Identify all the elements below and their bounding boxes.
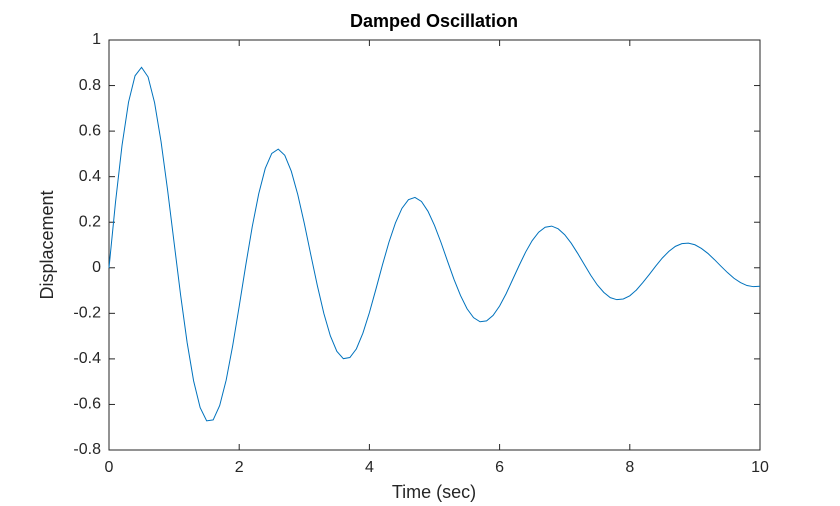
x-tick-label: 0 <box>105 459 114 476</box>
x-tick-label: 4 <box>365 459 374 476</box>
x-tick-label: 10 <box>751 459 769 476</box>
data-line <box>108 66 761 422</box>
y-tick-label: 0.8 <box>79 77 101 94</box>
y-tick-label: 1 <box>92 31 101 48</box>
plot-area <box>108 39 761 451</box>
chart-title: Damped Oscillation <box>350 11 518 31</box>
y-tick-label: -0.8 <box>73 441 101 458</box>
y-tick-label: -0.6 <box>73 396 101 413</box>
y-tick-label: 0.4 <box>79 168 101 185</box>
x-tick-label: 8 <box>625 459 634 476</box>
y-tick-label: 0.6 <box>79 122 101 139</box>
y-tick-label: -0.2 <box>73 305 101 322</box>
y-tick-label: 0.2 <box>79 213 101 230</box>
y-tick-label: -0.4 <box>73 350 101 367</box>
y-tick-label: 0 <box>92 259 101 276</box>
x-tick-label: 2 <box>235 459 244 476</box>
x-tick-label: 6 <box>495 459 504 476</box>
y-axis-label: Displacement <box>37 190 57 299</box>
x-axis-label: Time (sec) <box>392 482 476 502</box>
